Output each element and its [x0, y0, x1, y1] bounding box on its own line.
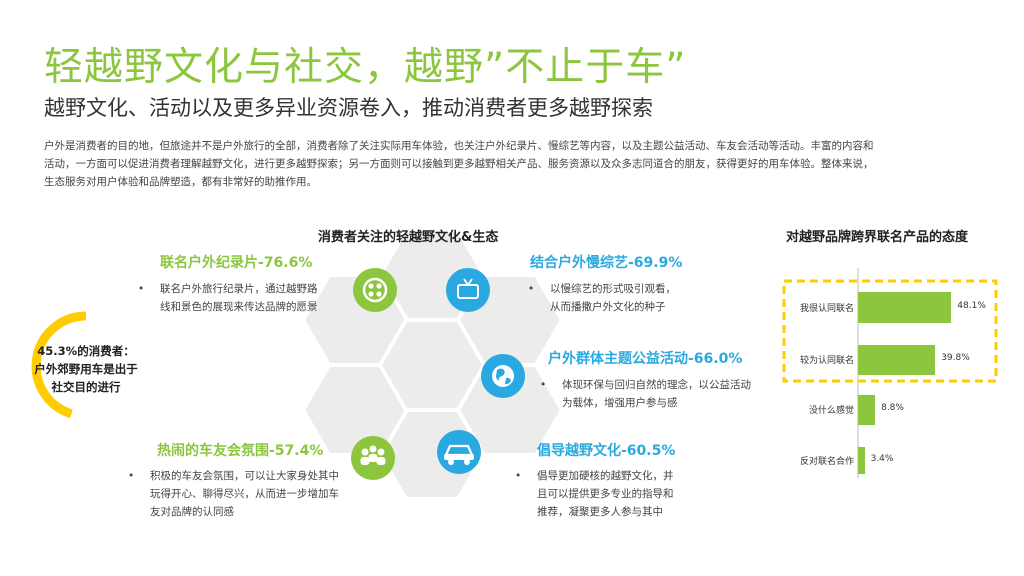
desc-line: 友对品牌的认同感 [150, 506, 234, 518]
item-documentary-title: 联名户外纪录片-76.6% [160, 255, 313, 271]
page-subtitle: 越野文化、活动以及更多异业资源卷入，推动消费者更多越野探索 [44, 96, 653, 120]
person-head [369, 445, 377, 453]
globe-icon [492, 365, 514, 387]
bar-category-label: 没什么感觉 [808, 406, 854, 416]
car-wheel [464, 459, 470, 465]
person-body [360, 457, 370, 465]
bar-value-label: 8.8% [881, 403, 904, 413]
item-documentary-desc: 联名户外旅行纪录片，通过越野路 线和景色的展现来传达品牌的愿景 [138, 280, 370, 316]
item-offroad-culture-desc: 倡导更加硬核的越野文化，并 且可以提供更多专业的指导和 推荐，凝聚更多人参与其中 [515, 467, 727, 521]
film-reel-hole [376, 283, 382, 289]
bar-3 [858, 447, 865, 474]
item-variety-show-title: 结合户外慢综艺-69.9% [530, 255, 683, 271]
intro-line: 生态服务对用户体验和品牌塑造，都有非常好的助推作用。 [44, 176, 317, 188]
desc-line: 且可以提供更多专业的指导和 [537, 488, 674, 500]
desc-line: 玩得开心、聊得尽兴，从而进一步增加车 [150, 488, 339, 500]
bar-category-label: 我很认同联名 [799, 303, 854, 314]
car-wheel [448, 459, 454, 465]
item-charity-desc: 体现环保与回归自然的理念，以公益活动 为载体，增强用户参与感 [540, 376, 802, 412]
bar-2 [858, 395, 876, 425]
stat-arc [31, 311, 87, 419]
offroad-car-icon-bg [437, 430, 481, 474]
item-variety-show-desc: 以慢综艺的形式吸引观看， 从而播撒户外文化的种子 [528, 280, 750, 316]
desc-line: 线和景色的展现来传达品牌的愿景 [160, 301, 318, 313]
item-car-club-desc: 积极的车友会氛围，可以让大家身处其中 玩得开心、聊得尽兴，从而进一步增加车 友对… [128, 467, 386, 521]
person-head [377, 448, 385, 456]
desc-line: 积极的车友会氛围，可以让大家身处其中 [150, 470, 339, 482]
stat-line: 户外郊野用车是出于 [34, 362, 138, 376]
desc-line: 从而播撒户外文化的种子 [550, 301, 666, 313]
desc-line: 以慢综艺的形式吸引观看， [550, 283, 676, 295]
bar-category-label: 反对联名合作 [799, 456, 854, 467]
car-body [444, 454, 474, 460]
tv-icon-bg [446, 268, 490, 312]
highlight-box [782, 279, 998, 383]
bar-value-label: 48.1% [957, 300, 986, 311]
intro-line: 活动，一方面可以促进消费者理解越野文化，进行更多越野探索；另一方面则可以接触到更… [44, 158, 874, 170]
item-charity-title: 户外群体主题公益活动-66.0% [548, 351, 743, 367]
tv-antenna [467, 278, 473, 286]
intro-paragraph: 户外是消费者的目的地，但旅途并不是户外旅行的全部，消费者除了关注实际用车体验，也… [44, 137, 974, 191]
stat-line: 45.3%的消费者： [37, 344, 135, 358]
person-head [361, 448, 369, 456]
bar-category-label: 较为认同联名 [799, 356, 854, 366]
person-body [368, 454, 378, 462]
page-title: 轻越野文化与社交，越野”不止于车” [44, 45, 687, 90]
item-offroad-culture-title: 倡导越野文化-60.5% [537, 443, 676, 459]
item-car-club-title: 热闹的车友会氛围-57.4% [157, 443, 324, 459]
intro-line: 户外是消费者的目的地，但旅途并不是户外旅行的全部，消费者除了关注实际用车体验，也… [44, 140, 874, 152]
bar-1 [858, 345, 936, 375]
stat-line: 社交目的进行 [51, 380, 121, 394]
bar-value-label: 3.4% [870, 453, 894, 464]
desc-line: 联名户外旅行纪录片，通过越野路 [160, 283, 318, 295]
hexagon-tile [377, 318, 487, 412]
desc-line: 推荐，凝聚更多人参与其中 [537, 506, 663, 518]
desc-line: 为载体，增强用户参与感 [562, 397, 678, 409]
bar-value-label: 39.8% [941, 353, 970, 363]
desc-line: 体现环保与回归自然的理念，以公益活动 [562, 379, 751, 391]
culture-section-title: 消费者关注的轻越野文化&生态 [318, 230, 499, 245]
person-body [376, 457, 386, 465]
desc-line: 倡导更加硬核的越野文化，并 [537, 470, 674, 482]
bar-0 [858, 292, 952, 323]
chart-title: 对越野品牌跨界联名产品的态度 [786, 230, 969, 245]
globe-land [496, 368, 511, 385]
social-purpose-stat: 45.3%的消费者： 户外郊野用车是出于 社交目的进行 [22, 342, 150, 396]
film-reel-hole [376, 291, 382, 297]
tv-antenna [463, 278, 469, 286]
